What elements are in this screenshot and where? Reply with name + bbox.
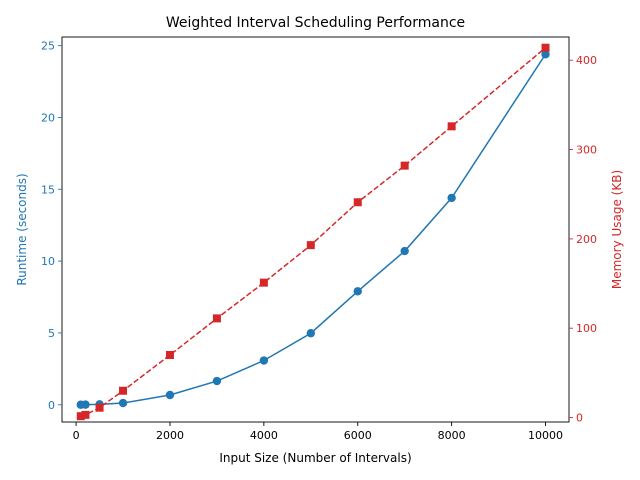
y-right-tick-label: 300: [576, 144, 597, 157]
series-1-point: [118, 398, 128, 408]
series-2-point: [165, 351, 174, 360]
series-1-point: [541, 50, 550, 59]
series-2-point: [400, 161, 409, 170]
series-1-point: [306, 329, 316, 338]
series-2-point: [119, 386, 128, 395]
series-2-point: [353, 198, 362, 207]
x-tick-label: 4000: [250, 429, 278, 442]
series-2-point: [259, 278, 268, 287]
y-left-tick-label: 5: [48, 327, 55, 340]
y-left-tick-label: 15: [41, 183, 55, 196]
series-2-point: [81, 410, 90, 419]
x-axis: 0 2000 4000 6000 8000 10000: [73, 422, 563, 442]
y-right-tick-label: 100: [576, 322, 597, 335]
series-1-point: [353, 287, 362, 296]
y-axis-left: 0 5 10 15 20 25: [41, 40, 62, 412]
y-left-tick-label: 10: [41, 255, 55, 268]
series-2-point: [541, 43, 550, 52]
x-tick-label: 6000: [344, 429, 372, 442]
series-2-point: [95, 403, 104, 412]
chart-title: Weighted Interval Scheduling Performance: [166, 15, 465, 31]
y-left-tick-label: 25: [41, 40, 55, 53]
series-2-point: [76, 412, 85, 421]
series-2-point: [306, 241, 315, 250]
series-2-point: [212, 314, 221, 323]
x-tick-label: 0: [73, 429, 80, 442]
series-1-point: [165, 390, 175, 400]
series-1-point: [400, 246, 409, 256]
series-1-point: [259, 356, 269, 365]
series-1-point: [212, 376, 222, 386]
series-1-point: [447, 193, 456, 203]
x-tick-label: 8000: [438, 429, 466, 442]
plot-area: [76, 43, 550, 421]
x-tick-label: 2000: [156, 429, 184, 442]
y-axis-right-label: Memory Usage (KB): [610, 170, 624, 289]
x-tick-label: 10000: [528, 429, 563, 442]
y-left-tick-label: 0: [48, 399, 55, 412]
x-axis-label: Input Size (Number of Intervals): [219, 451, 411, 465]
y-right-tick-label: 200: [576, 233, 597, 246]
y-left-tick-label: 20: [41, 111, 55, 124]
y-axis-right: 0 100 200 300 400: [569, 54, 597, 425]
y-axis-left-label: Runtime (seconds): [15, 173, 29, 285]
y-right-tick-label: 0: [576, 412, 583, 425]
series-1-point: [81, 400, 90, 409]
y-right-tick-label: 400: [576, 54, 597, 67]
series-2-point: [447, 122, 456, 131]
plot-frame: [61, 36, 570, 423]
